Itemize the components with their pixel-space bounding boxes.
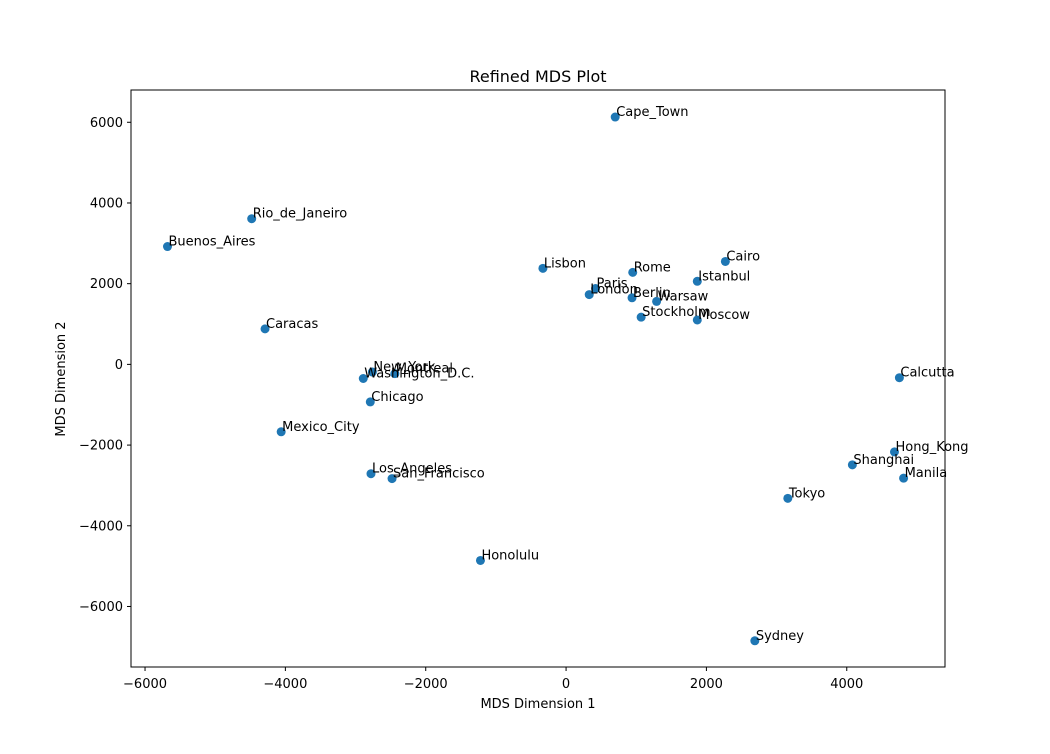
point-label: Lisbon [544, 256, 586, 271]
y-tick-label: −6000 [79, 600, 123, 615]
y-tick-label: −2000 [79, 439, 123, 454]
x-tick-label: 2000 [690, 677, 723, 692]
point-label: Mexico_City [282, 420, 360, 435]
y-tick-label: −4000 [79, 519, 123, 534]
x-tick-label: −2000 [404, 677, 448, 692]
axes-frame [130, 89, 946, 668]
point-label: Montreal [396, 362, 453, 377]
point-label: Los_Angeles [372, 462, 452, 477]
point-label: Chicago [371, 390, 423, 405]
scatter-point [390, 369, 400, 379]
point-label: Cairo [726, 249, 760, 264]
point-label: Rome [634, 260, 671, 275]
point-label: Warsaw [658, 289, 709, 304]
scatter-point [367, 367, 377, 377]
scatter-point [538, 263, 548, 273]
scatter-point [692, 276, 702, 286]
x-axis-label: MDS Dimension 1 [480, 697, 595, 712]
point-label: Berlin [633, 286, 671, 301]
scatter-point [894, 373, 904, 383]
x-tick-label: −4000 [263, 677, 307, 692]
point-label: Rio_de_Janeiro [253, 207, 348, 222]
point-labels: Cape_Town Rio_de_Janeiro Buenos_Aires Lisbo… [168, 105, 968, 644]
scatter-point [889, 447, 899, 457]
y-tick-label: 2000 [90, 277, 123, 292]
point-label: Washington_D.C. [364, 367, 474, 382]
y-axis-label: MDS Dimension 2 [54, 321, 69, 436]
scatter-point [899, 473, 909, 483]
point-label: London [590, 283, 638, 298]
scatter-point [358, 374, 368, 383]
point-label: Sydney [756, 629, 804, 644]
y-tick-label: 0 [115, 358, 123, 373]
point-label: Tokyo [788, 486, 825, 501]
scatter-point [247, 214, 257, 224]
scatter-point [692, 315, 702, 325]
scatter-point [652, 296, 662, 306]
scatter-point [162, 242, 172, 252]
point-label: Stockholm [642, 305, 710, 320]
x-tick-label: 4000 [830, 677, 863, 692]
scatter-point [783, 493, 793, 503]
scatter-point [847, 460, 857, 470]
scatter-point [366, 469, 376, 479]
point-label: Honolulu [481, 548, 539, 563]
scatter-point [628, 267, 638, 277]
point-label: San_Francisco [393, 467, 485, 482]
scatter-point [365, 397, 375, 407]
point-label: Istanbul [698, 269, 750, 284]
point-label: Buenos_Aires [168, 235, 255, 250]
point-label: Caracas [266, 317, 318, 332]
scatter-point [475, 555, 485, 565]
point-label: Calcutta [900, 366, 954, 381]
y-tick-label: 6000 [90, 116, 123, 131]
y-tick-label: 4000 [90, 196, 123, 211]
point-label: New_York [373, 360, 435, 375]
x-tick-label: −6000 [123, 677, 167, 692]
scatter-point [750, 636, 760, 646]
chart-title: Refined MDS Plot [469, 67, 606, 86]
scatter-point [610, 112, 620, 122]
point-label: Moscow [698, 308, 750, 323]
point-label: Cape_Town [616, 105, 688, 120]
scatter-points [162, 112, 909, 646]
point-label: Shanghai [853, 453, 914, 468]
point-label: Manila [905, 466, 948, 481]
scatter-point [627, 293, 637, 303]
scatter-point [636, 312, 646, 322]
scatter-point [584, 290, 594, 300]
scatter-point [387, 474, 397, 484]
scatter-point [276, 427, 286, 437]
scatter-point [720, 256, 730, 266]
x-axis-ticks: −6000 −4000 −2000 0 2000 4000 [123, 667, 863, 692]
point-label: Hong_Kong [895, 440, 968, 455]
scatter-point [260, 324, 270, 334]
point-label: Paris [597, 277, 628, 292]
scatter-point [591, 284, 601, 294]
x-tick-label: 0 [562, 677, 570, 692]
y-axis-ticks: −6000 −4000 −2000 0 2000 4000 6000 [79, 116, 131, 615]
